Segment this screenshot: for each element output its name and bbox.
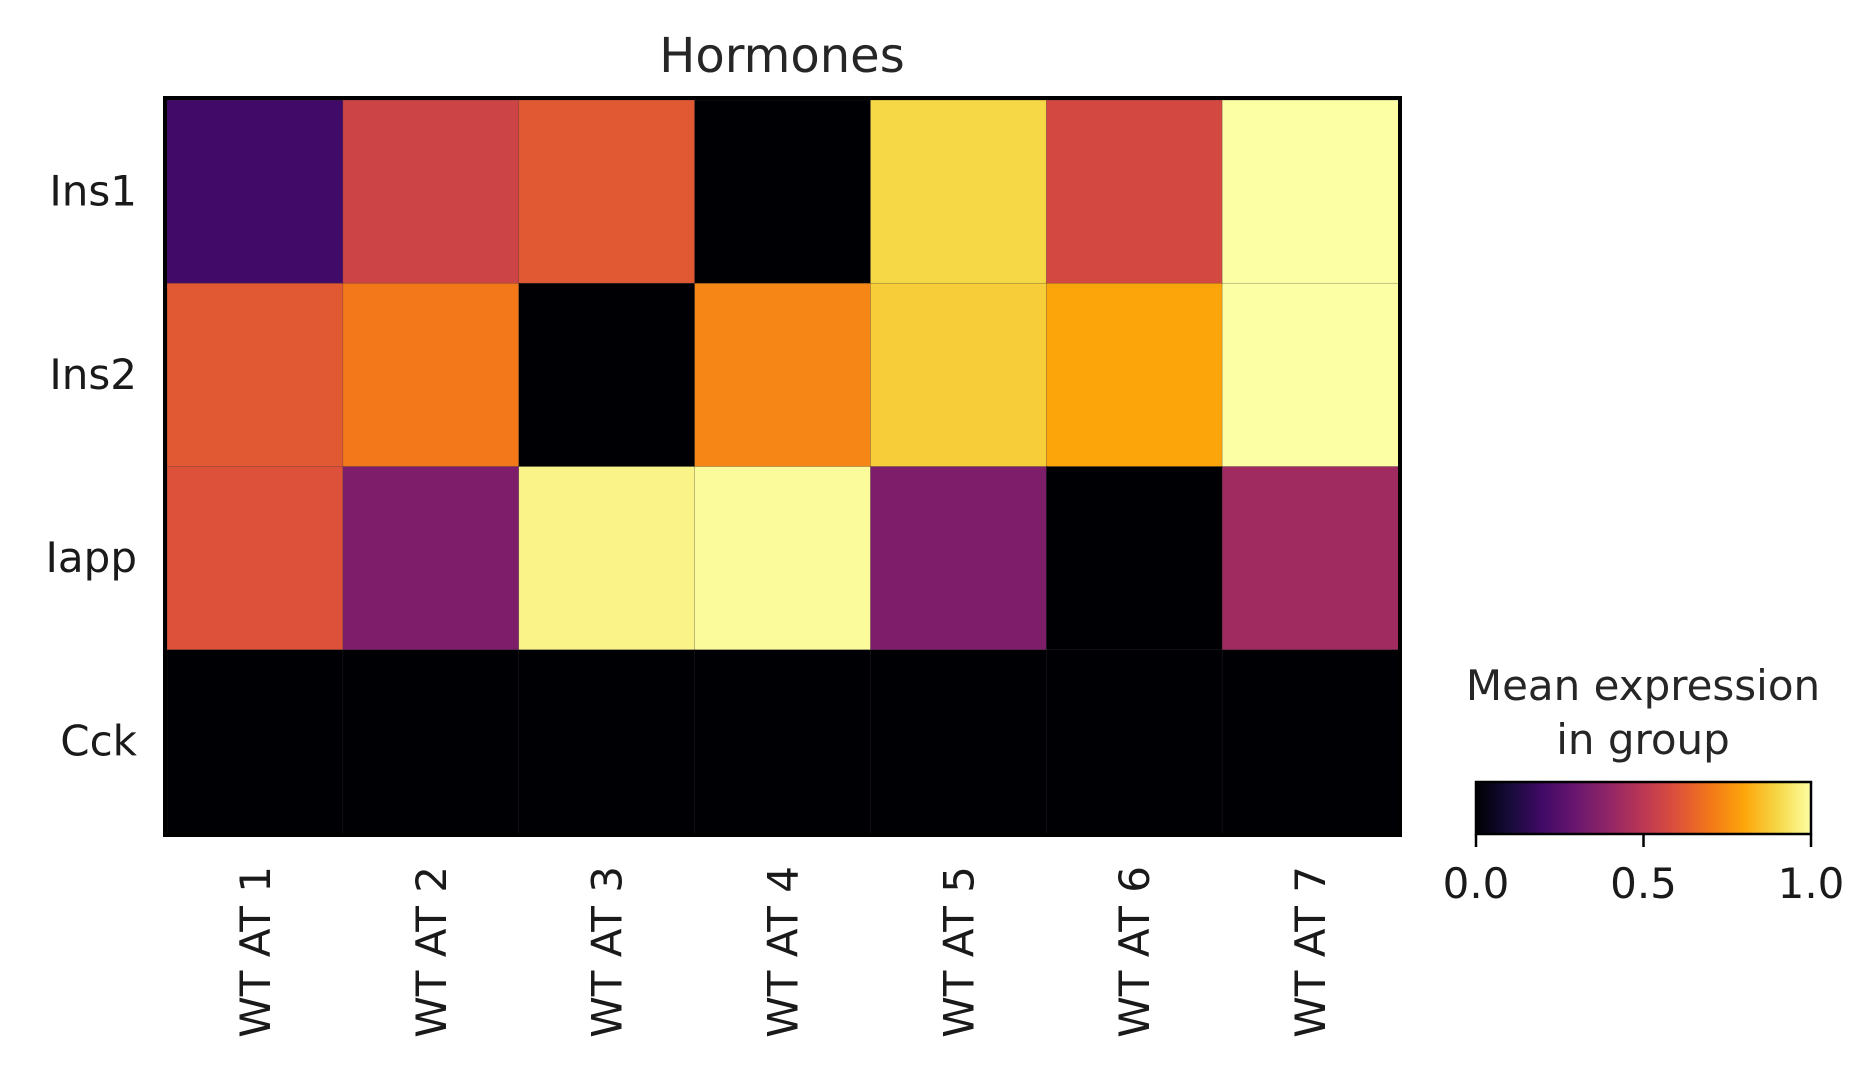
column-label: WT AT 5 [934, 866, 983, 1038]
heatmap-cell [342, 466, 520, 651]
plot-frame [163, 96, 1402, 837]
heatmap-cell [694, 649, 872, 834]
heatmap-cell [1221, 99, 1399, 285]
row-label: Iapp [46, 533, 137, 582]
heatmap-cell [342, 99, 520, 285]
heatmap-cell [518, 99, 696, 285]
heatmap-cell [166, 282, 344, 468]
heatmap-cell [1221, 649, 1399, 834]
column-label: WT AT 3 [583, 866, 632, 1038]
row-label: Ins2 [49, 350, 137, 399]
heatmap-cell [166, 99, 344, 285]
heatmap-cell [1045, 466, 1223, 651]
colorbar-tick-label: 0.0 [1443, 859, 1510, 908]
heatmap-cell [166, 466, 344, 651]
column-label: WT AT 4 [759, 866, 808, 1038]
heatmap-cell [518, 649, 696, 834]
heatmap-cell [1045, 99, 1223, 285]
heatmap-cell [694, 99, 872, 285]
column-label: WT AT 1 [231, 866, 280, 1038]
heatmap-cell [1221, 282, 1399, 468]
row-label: Ins1 [49, 167, 137, 216]
chart-title: Hormones [659, 28, 904, 84]
heatmap-cell [870, 649, 1048, 834]
heatmap-cell [870, 99, 1048, 285]
heatmap-cell [518, 282, 696, 468]
row-labels: Ins1 Ins2 Iapp Cck [46, 167, 138, 766]
colorbar: Mean expression in group 0.0 0.5 1.0 [1443, 661, 1845, 908]
heatmap-cell [518, 466, 696, 651]
heatmap-cell [694, 466, 872, 651]
row-label: Cck [60, 716, 137, 765]
column-label: WT AT 2 [407, 866, 456, 1038]
column-labels: WT AT 1 WT AT 2 WT AT 3 WT AT 4 WT AT 5 WT AT… [231, 866, 1335, 1038]
heatmap-cell [870, 282, 1048, 468]
colorbar-label-line2: in group [1556, 715, 1730, 764]
heatmap-cell [870, 466, 1048, 651]
colorbar-tick-label: 1.0 [1778, 859, 1845, 908]
column-label: WT AT 6 [1110, 866, 1159, 1038]
heatmap-cell [1045, 649, 1223, 834]
heatmap-cell [1221, 466, 1399, 651]
column-label: WT AT 7 [1286, 866, 1335, 1038]
heatmap-cell [1045, 282, 1223, 468]
heatmap-cells [166, 99, 1399, 834]
colorbar-gradient [1474, 780, 1813, 836]
heatmap-cell [694, 282, 872, 468]
colorbar-label-line1: Mean expression [1466, 661, 1820, 710]
colorbar-tick-label: 0.5 [1610, 859, 1677, 908]
heatmap-cell [166, 649, 344, 834]
heatmap-cell [342, 282, 520, 468]
heatmap-cell [342, 649, 520, 834]
colorbar-ticks: 0.0 0.5 1.0 [1443, 834, 1845, 908]
